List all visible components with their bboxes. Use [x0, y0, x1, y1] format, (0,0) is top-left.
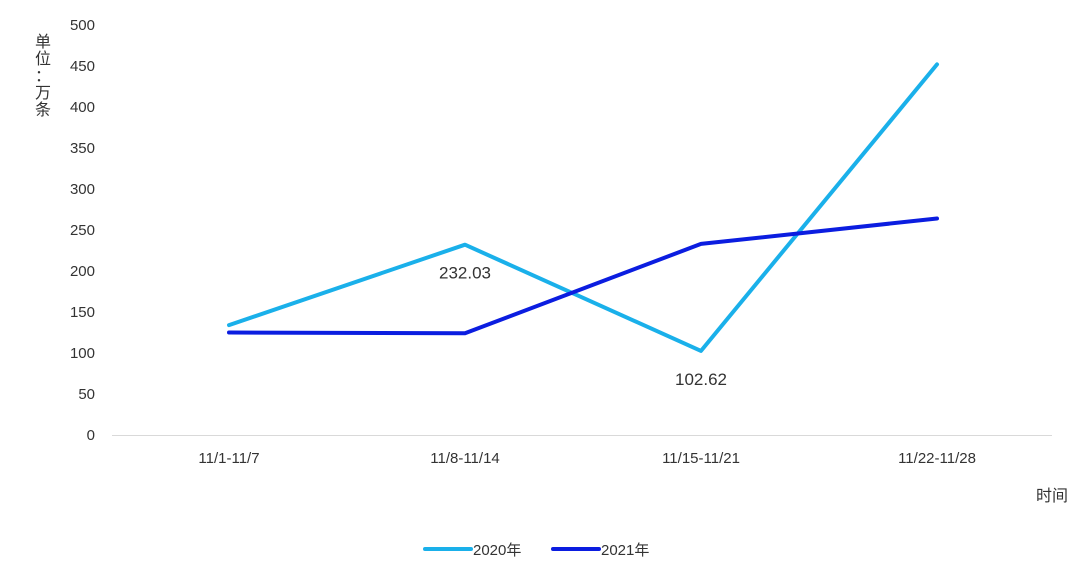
y-tick-label: 50	[78, 386, 95, 403]
y-tick-label: 100	[70, 345, 95, 362]
legend: 2020年 2021年	[423, 542, 649, 559]
x-tick-label: 11/22-11/28	[898, 450, 976, 467]
data-label: 232.03	[439, 264, 491, 283]
legend-label-2: 2021年	[601, 542, 649, 559]
series-line-1	[227, 62, 939, 353]
series-line-2	[227, 216, 939, 336]
y-tick-label: 0	[87, 427, 95, 444]
data-label: 102.62	[675, 370, 727, 389]
x-axis-ticks: 11/1-11/7 11/8-11/14 11/15-11/21 11/22-11/2…	[198, 450, 976, 467]
legend-label-1: 2020年	[473, 542, 521, 559]
y-tick-label: 350	[70, 140, 95, 157]
y-tick-label: 450	[70, 58, 95, 75]
y-tick-label: 150	[70, 304, 95, 321]
y-tick-label: 500	[70, 17, 95, 34]
y-tick-label: 200	[70, 263, 95, 280]
y-tick-label: 400	[70, 99, 95, 116]
y-axis-ticks: 0 50 100 150 200 250 300 350 400 450 500	[70, 17, 95, 444]
x-tick-label: 11/8-11/14	[430, 450, 500, 467]
x-tick-label: 11/15-11/21	[662, 450, 740, 467]
y-tick-label: 250	[70, 222, 95, 239]
x-tick-label: 11/1-11/7	[198, 450, 259, 467]
data-labels: 232.03 102.62	[439, 264, 727, 389]
y-axis-title: 单位：万条	[35, 33, 51, 119]
x-axis-title: 时间	[1036, 487, 1068, 505]
y-tick-label: 300	[70, 181, 95, 198]
series-lines	[227, 62, 939, 353]
